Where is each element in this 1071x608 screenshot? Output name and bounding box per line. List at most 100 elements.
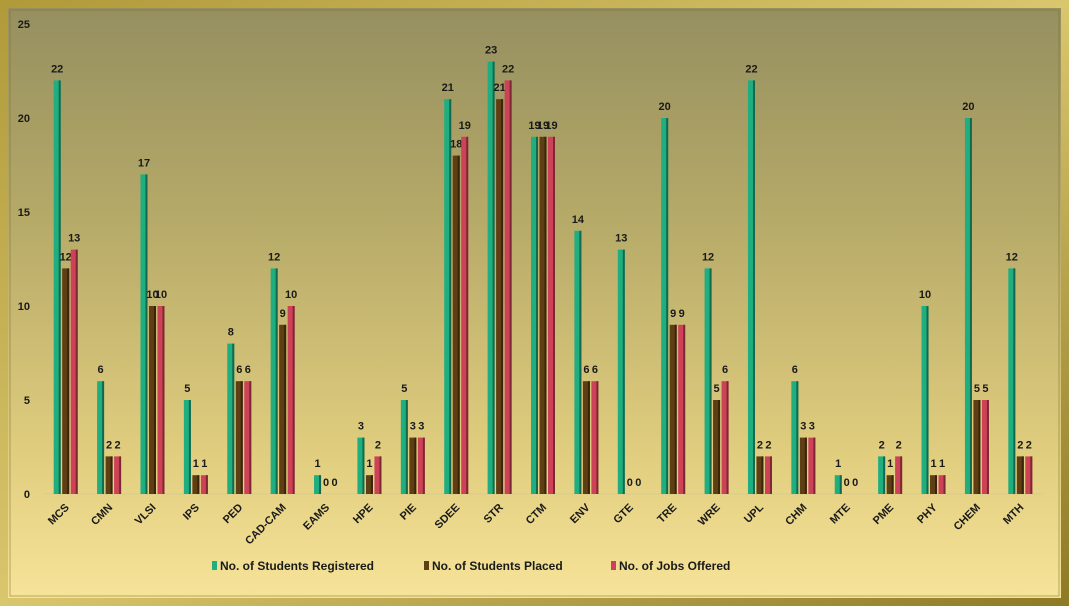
data-label: 0 [844, 477, 850, 489]
data-label: 6 [583, 364, 589, 376]
bar [140, 174, 148, 494]
bar [279, 324, 287, 494]
bar-shade [509, 80, 512, 495]
bar-shade [978, 400, 981, 494]
data-label: 3 [418, 421, 424, 433]
bar [921, 306, 929, 494]
bar [1016, 456, 1024, 494]
data-label: 12 [60, 251, 72, 263]
y-tick-label: 20 [18, 113, 30, 125]
bar [461, 136, 469, 495]
bar-shade [769, 456, 772, 494]
data-label: 19 [459, 120, 471, 132]
bar-shade [67, 268, 70, 494]
y-tick-label: 15 [18, 207, 30, 219]
data-label: 10 [285, 289, 297, 301]
bar [244, 381, 252, 494]
chart-inner-border [9, 9, 1060, 597]
bar [964, 118, 972, 494]
bar [764, 456, 772, 494]
data-label: 9 [670, 308, 676, 320]
bar-shade [1021, 456, 1024, 494]
data-label: 3 [800, 421, 806, 433]
data-label: 5 [982, 383, 988, 395]
bar-shade [501, 99, 504, 494]
data-label: 1 [314, 458, 320, 470]
bar [661, 118, 669, 494]
data-label: 0 [323, 477, 329, 489]
data-label: 12 [268, 251, 280, 263]
bar-shade [891, 475, 894, 494]
data-label: 8 [228, 327, 234, 339]
bar-shade [579, 230, 582, 495]
bar [747, 80, 755, 495]
bar-shade [761, 456, 764, 494]
data-label: 2 [757, 439, 763, 451]
bar-shade [674, 324, 677, 494]
data-label: 6 [98, 364, 104, 376]
bar-shade [900, 456, 903, 494]
bar-shade [544, 136, 547, 495]
bar [235, 381, 243, 494]
data-label: 17 [138, 157, 150, 169]
bar-shade [362, 437, 365, 494]
bar [981, 400, 989, 494]
bar [531, 136, 538, 495]
y-tick-label: 25 [18, 19, 30, 31]
data-label: 2 [896, 439, 902, 451]
data-label: 1 [201, 458, 207, 470]
bar [582, 381, 590, 494]
data-label: 10 [155, 289, 167, 301]
bar-shade [292, 306, 295, 494]
bar [1025, 456, 1033, 494]
bar-shade [666, 118, 669, 494]
bar-shade [405, 400, 408, 494]
bar [617, 249, 625, 494]
legend-label: No. of Jobs Offered [619, 559, 730, 573]
y-tick-label: 5 [24, 395, 30, 407]
data-label: 22 [502, 63, 514, 75]
data-label: 21 [442, 82, 454, 94]
data-label: 2 [1017, 439, 1023, 451]
bar [539, 136, 547, 495]
bar [53, 80, 61, 495]
bar-shade [449, 99, 452, 494]
data-label: 6 [236, 364, 242, 376]
bar-shade [249, 381, 252, 494]
data-label: 2 [375, 439, 381, 451]
bar-shade [197, 475, 200, 494]
bar-shade [422, 437, 425, 494]
data-label: 1 [193, 458, 199, 470]
bar-shade [622, 249, 625, 494]
data-label: 6 [792, 364, 798, 376]
bar [878, 456, 886, 494]
data-label: 5 [184, 383, 190, 395]
bar [400, 400, 408, 494]
legend-swatch [611, 561, 616, 570]
legend: No. of Students Registered No. of Student… [212, 559, 730, 573]
data-label: 12 [1006, 251, 1018, 263]
bar [270, 268, 278, 494]
bar [357, 437, 365, 494]
data-label: 0 [852, 477, 858, 489]
legend-label: No. of Students Registered [220, 559, 374, 573]
bar [444, 99, 452, 494]
data-label: 1 [887, 458, 893, 470]
bar [97, 381, 105, 494]
data-label: 9 [280, 308, 286, 320]
bar-shade [75, 249, 78, 494]
bar [591, 381, 599, 494]
bar-shade [926, 306, 929, 494]
data-label: 1 [366, 458, 372, 470]
data-label: 2 [879, 439, 885, 451]
bar [721, 381, 729, 494]
bar-shade [232, 343, 235, 494]
bar-shade [110, 456, 113, 494]
bar [200, 475, 208, 494]
bar [930, 475, 938, 494]
bar [973, 400, 981, 494]
data-label: 0 [635, 477, 641, 489]
bar [713, 400, 721, 494]
bar-shade [466, 136, 469, 495]
